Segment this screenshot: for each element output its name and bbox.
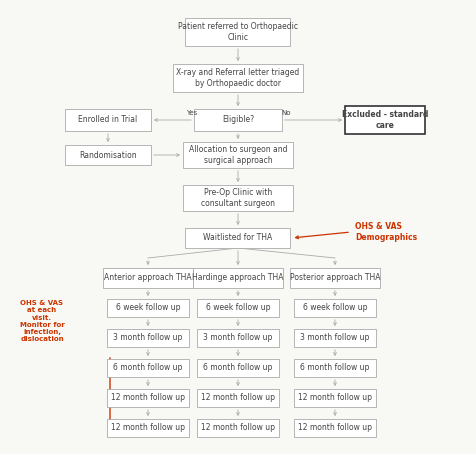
Bar xyxy=(197,329,278,347)
Text: Excluded - standard
care: Excluded - standard care xyxy=(341,110,427,130)
Bar xyxy=(197,389,278,407)
Text: 6 week follow up: 6 week follow up xyxy=(205,304,270,312)
Text: Randomisation: Randomisation xyxy=(79,150,137,159)
Text: 12 month follow up: 12 month follow up xyxy=(111,394,185,403)
Bar xyxy=(194,109,281,131)
Bar xyxy=(173,64,302,92)
Text: Pre-Op Clinic with
consultant surgeon: Pre-Op Clinic with consultant surgeon xyxy=(200,188,275,208)
Text: 6 month follow up: 6 month follow up xyxy=(203,364,272,372)
Bar xyxy=(185,18,290,46)
Text: 3 month follow up: 3 month follow up xyxy=(203,334,272,342)
Text: 6 week follow up: 6 week follow up xyxy=(302,304,367,312)
Text: Eligible?: Eligible? xyxy=(221,115,254,124)
Text: Posterior approach THA: Posterior approach THA xyxy=(289,273,379,282)
Bar xyxy=(107,419,188,437)
Bar xyxy=(193,268,282,288)
Bar xyxy=(197,299,278,317)
Bar xyxy=(289,268,379,288)
Text: 12 month follow up: 12 month follow up xyxy=(200,424,275,433)
Text: 6 week follow up: 6 week follow up xyxy=(116,304,180,312)
Text: Waitlisted for THA: Waitlisted for THA xyxy=(203,233,272,242)
Text: Hardinge approach THA: Hardinge approach THA xyxy=(192,273,283,282)
Text: 12 month follow up: 12 month follow up xyxy=(111,424,185,433)
Bar xyxy=(107,389,188,407)
Bar xyxy=(293,329,375,347)
Text: X-ray and Referral letter triaged
by Orthopaedic doctor: X-ray and Referral letter triaged by Ort… xyxy=(176,68,299,88)
Text: 3 month follow up: 3 month follow up xyxy=(113,334,182,342)
Bar xyxy=(183,185,292,211)
Text: Anterior approach THA: Anterior approach THA xyxy=(104,273,191,282)
Text: 3 month follow up: 3 month follow up xyxy=(300,334,369,342)
Bar xyxy=(293,389,375,407)
Text: 12 month follow up: 12 month follow up xyxy=(200,394,275,403)
Bar xyxy=(65,145,151,165)
Bar xyxy=(293,419,375,437)
Bar xyxy=(197,359,278,377)
Text: 12 month follow up: 12 month follow up xyxy=(298,424,371,433)
Text: 12 month follow up: 12 month follow up xyxy=(298,394,371,403)
Text: OHS & VAS
at each
visit.
Monitor for
infection,
dislocation: OHS & VAS at each visit. Monitor for inf… xyxy=(20,300,64,342)
Text: Allocation to surgeon and
surgical approach: Allocation to surgeon and surgical appro… xyxy=(188,145,287,165)
Bar xyxy=(65,109,151,131)
Bar xyxy=(197,419,278,437)
Text: 6 month follow up: 6 month follow up xyxy=(300,364,369,372)
Bar xyxy=(107,359,188,377)
Bar xyxy=(293,299,375,317)
Bar xyxy=(103,268,193,288)
Text: OHS & VAS
Demographics: OHS & VAS Demographics xyxy=(354,222,416,242)
Bar xyxy=(344,106,424,134)
Bar xyxy=(185,228,290,248)
Bar xyxy=(107,329,188,347)
Text: Patient referred to Orthopaedic
Clinic: Patient referred to Orthopaedic Clinic xyxy=(178,22,298,42)
Bar xyxy=(107,299,188,317)
Text: Yes: Yes xyxy=(186,110,197,116)
Text: Enrolled in Trial: Enrolled in Trial xyxy=(78,115,138,124)
Text: No: No xyxy=(281,110,290,116)
Text: 6 month follow up: 6 month follow up xyxy=(113,364,182,372)
Bar xyxy=(293,359,375,377)
Bar xyxy=(183,142,292,168)
